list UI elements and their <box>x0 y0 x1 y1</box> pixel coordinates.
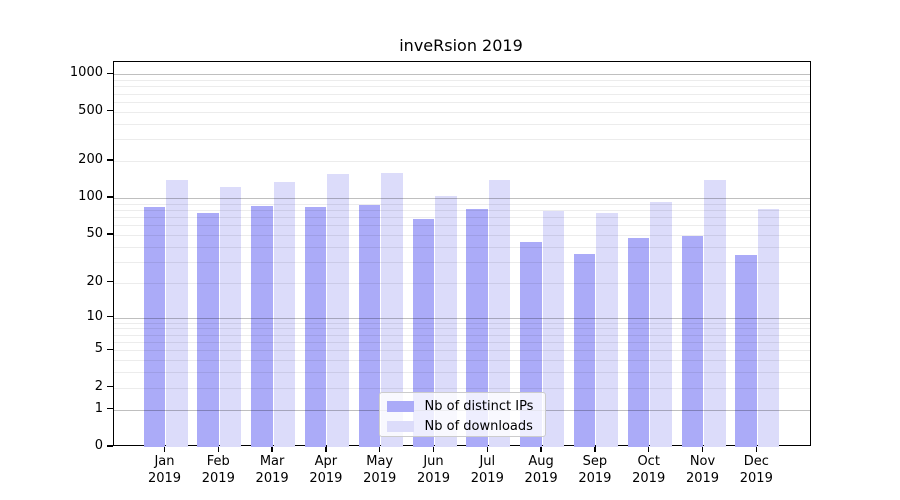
x-tick-label-apr-2019: Apr 2019 <box>309 454 343 486</box>
bar-distinct-ips-jan-2019 <box>143 206 165 447</box>
x-tick-mar-2019 <box>271 446 273 452</box>
x-tick-jul-2019 <box>486 446 488 452</box>
x-tick-label-may-2019: May 2019 <box>363 454 397 486</box>
y-tick-2 <box>107 386 113 388</box>
x-tick-oct-2019 <box>648 446 650 452</box>
y-tick-label-10: 10 <box>86 308 103 324</box>
bar-downloads-apr-2019 <box>327 173 349 447</box>
bar-downloads-feb-2019 <box>219 186 242 447</box>
plot-area: Nb of distinct IPs Nb of downloads <box>112 60 811 447</box>
legend: Nb of distinct IPs Nb of downloads <box>378 391 546 437</box>
x-tick-label-nov-2019: Nov 2019 <box>685 454 720 486</box>
bar-distinct-ips-oct-2019 <box>627 238 650 447</box>
x-tick-apr-2019 <box>325 446 327 452</box>
legend-label-distinct-ips: Nb of distinct IPs <box>424 399 534 414</box>
y-tick-20 <box>107 281 113 283</box>
y-tick-label-50: 50 <box>86 225 103 241</box>
y-tick-label-100: 100 <box>78 189 103 205</box>
legend-item-downloads: Nb of downloads <box>386 418 545 436</box>
bar-downloads-aug-2019 <box>542 210 565 447</box>
bar-downloads-jun-2019 <box>435 195 457 447</box>
x-tick-label-jan-2019: Jan 2019 <box>147 454 182 486</box>
bar-distinct-ips-mar-2019 <box>251 206 273 447</box>
chart-title: inveRsion 2019 <box>399 36 523 55</box>
y-tick-50 <box>107 233 113 235</box>
x-tick-label-sep-2019: Sep 2019 <box>578 454 612 486</box>
x-tick-jan-2019 <box>163 446 166 452</box>
x-tick-label-aug-2019: Aug 2019 <box>524 454 558 486</box>
x-tick-nov-2019 <box>701 446 704 452</box>
x-tick-label-dec-2019: Dec 2019 <box>739 454 773 486</box>
y-tick-10 <box>107 315 113 318</box>
bar-downloads-may-2019 <box>381 172 403 447</box>
y-tick-200 <box>107 159 113 161</box>
bar-distinct-ips-may-2019 <box>358 204 381 447</box>
bar-distinct-ips-jul-2019 <box>466 208 488 447</box>
x-tick-sep-2019 <box>594 446 596 452</box>
x-tick-label-feb-2019: Feb 2019 <box>201 454 235 486</box>
legend-label-downloads: Nb of downloads <box>424 419 533 434</box>
bar-downloads-jul-2019 <box>488 180 511 447</box>
y-tick-label-5: 5 <box>94 341 103 357</box>
y-tick-1 <box>107 407 113 410</box>
bar-distinct-ips-dec-2019 <box>735 255 757 447</box>
bar-downloads-nov-2019 <box>704 179 726 447</box>
y-tick-label-20: 20 <box>86 273 103 289</box>
x-tick-feb-2019 <box>217 446 219 452</box>
bar-distinct-ips-sep-2019 <box>573 253 596 447</box>
bar-distinct-ips-jun-2019 <box>412 218 434 447</box>
y-tick-5 <box>107 348 113 351</box>
y-tick-label-2: 2 <box>94 378 103 394</box>
y-tick-label-200: 200 <box>78 151 103 167</box>
bar-downloads-oct-2019 <box>650 201 672 447</box>
x-tick-label-jun-2019: Jun 2019 <box>416 454 451 486</box>
y-tick-1000 <box>107 72 113 75</box>
x-tick-label-oct-2019: Oct 2019 <box>632 454 666 486</box>
x-tick-jun-2019 <box>432 446 435 452</box>
x-tick-label-jul-2019: Jul 2019 <box>470 454 504 486</box>
bars-layer <box>114 62 810 447</box>
bar-distinct-ips-feb-2019 <box>197 213 219 447</box>
legend-swatch-downloads-icon <box>386 421 414 432</box>
y-tick-label-0: 0 <box>94 438 103 453</box>
y-tick-label-1: 1 <box>94 400 103 416</box>
bar-downloads-dec-2019 <box>757 208 780 447</box>
legend-swatch-distinct-ips-icon <box>386 401 414 412</box>
y-tick-100 <box>107 196 113 198</box>
bar-downloads-sep-2019 <box>596 213 618 447</box>
y-tick-label-500: 500 <box>78 102 103 118</box>
y-tick-label-1000: 1000 <box>69 65 103 81</box>
bar-downloads-jan-2019 <box>166 179 188 447</box>
bar-downloads-mar-2019 <box>273 181 296 447</box>
y-tick-500 <box>107 109 113 112</box>
x-tick-label-mar-2019: Mar 2019 <box>255 454 289 486</box>
x-tick-may-2019 <box>379 446 381 452</box>
x-tick-aug-2019 <box>540 446 542 452</box>
y-tick-0 <box>107 445 113 447</box>
legend-item-distinct-ips: Nb of distinct IPs <box>386 398 545 416</box>
bar-distinct-ips-apr-2019 <box>304 207 327 447</box>
x-tick-dec-2019 <box>755 446 757 452</box>
bar-distinct-ips-nov-2019 <box>681 235 703 447</box>
